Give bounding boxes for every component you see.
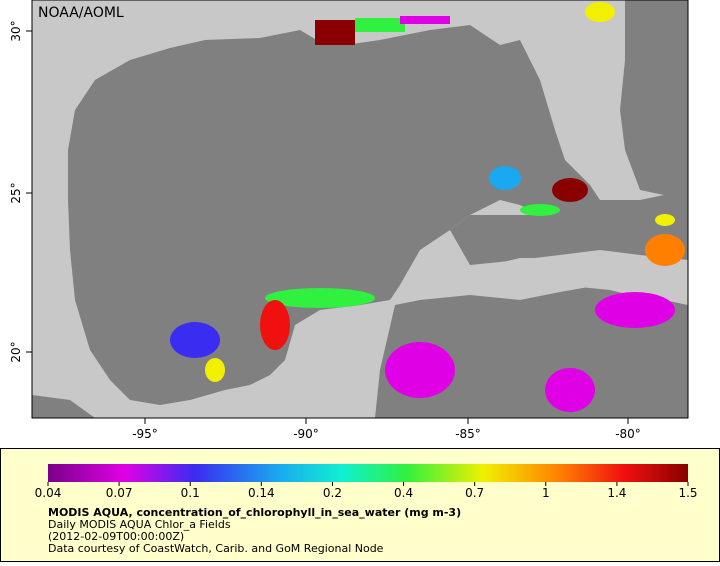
patch — [585, 2, 615, 22]
patch — [520, 204, 560, 216]
source-label: NOAA/AOML — [38, 5, 124, 21]
legend-line: (2012-02-09T00:00:00Z) — [48, 530, 184, 543]
straits-water — [450, 190, 688, 265]
gulf-water — [68, 25, 600, 405]
y-tick-label: 20° — [9, 341, 23, 362]
colorbar-label: 0.7 — [465, 486, 484, 500]
colorbar-label: 0.07 — [106, 486, 133, 500]
patch — [400, 16, 450, 24]
colorbar-label: 0.14 — [248, 486, 275, 500]
patch — [595, 292, 675, 328]
cuba — [470, 258, 688, 300]
colorbar — [48, 464, 688, 482]
colorbar-label: 1.5 — [678, 486, 697, 500]
patch — [645, 234, 685, 266]
patch — [315, 20, 355, 45]
patch — [355, 18, 405, 32]
map-frame — [31, 0, 689, 419]
patch — [170, 322, 220, 358]
patch — [205, 358, 225, 382]
colorbar-label: 0.4 — [394, 486, 413, 500]
colorbar-label: 1.4 — [607, 486, 626, 500]
x-tick-label: -85° — [455, 427, 481, 441]
x-tick-label: -90° — [293, 427, 319, 441]
legend-line: Data courtesy of CoastWatch, Carib. and … — [48, 542, 384, 555]
colorbar-label: 0.1 — [181, 486, 200, 500]
pacific-water — [32, 395, 95, 418]
legend-title: MODIS AQUA, concentration_of_chlorophyll… — [48, 506, 461, 519]
patch — [655, 214, 675, 226]
colorbar-label: 0.2 — [323, 486, 342, 500]
legend-line: Daily MODIS AQUA Chlor_a Fields — [48, 518, 231, 531]
y-tick-label: 25° — [9, 182, 23, 203]
x-tick-label: -80° — [615, 427, 641, 441]
patch — [385, 342, 455, 398]
map: NOAA/AOML — [31, 0, 689, 419]
patch — [552, 178, 588, 202]
x-tick-label: -95° — [132, 427, 158, 441]
patch — [545, 368, 595, 412]
patch — [489, 166, 521, 190]
colorbar-label: 1 — [542, 486, 550, 500]
chlorophyll-patches — [170, 2, 685, 412]
patch — [260, 300, 290, 350]
patch — [265, 288, 375, 308]
y-tick-label: 30° — [9, 20, 23, 41]
colorbar-label: 0.04 — [35, 486, 62, 500]
atlantic-water — [620, 0, 688, 200]
